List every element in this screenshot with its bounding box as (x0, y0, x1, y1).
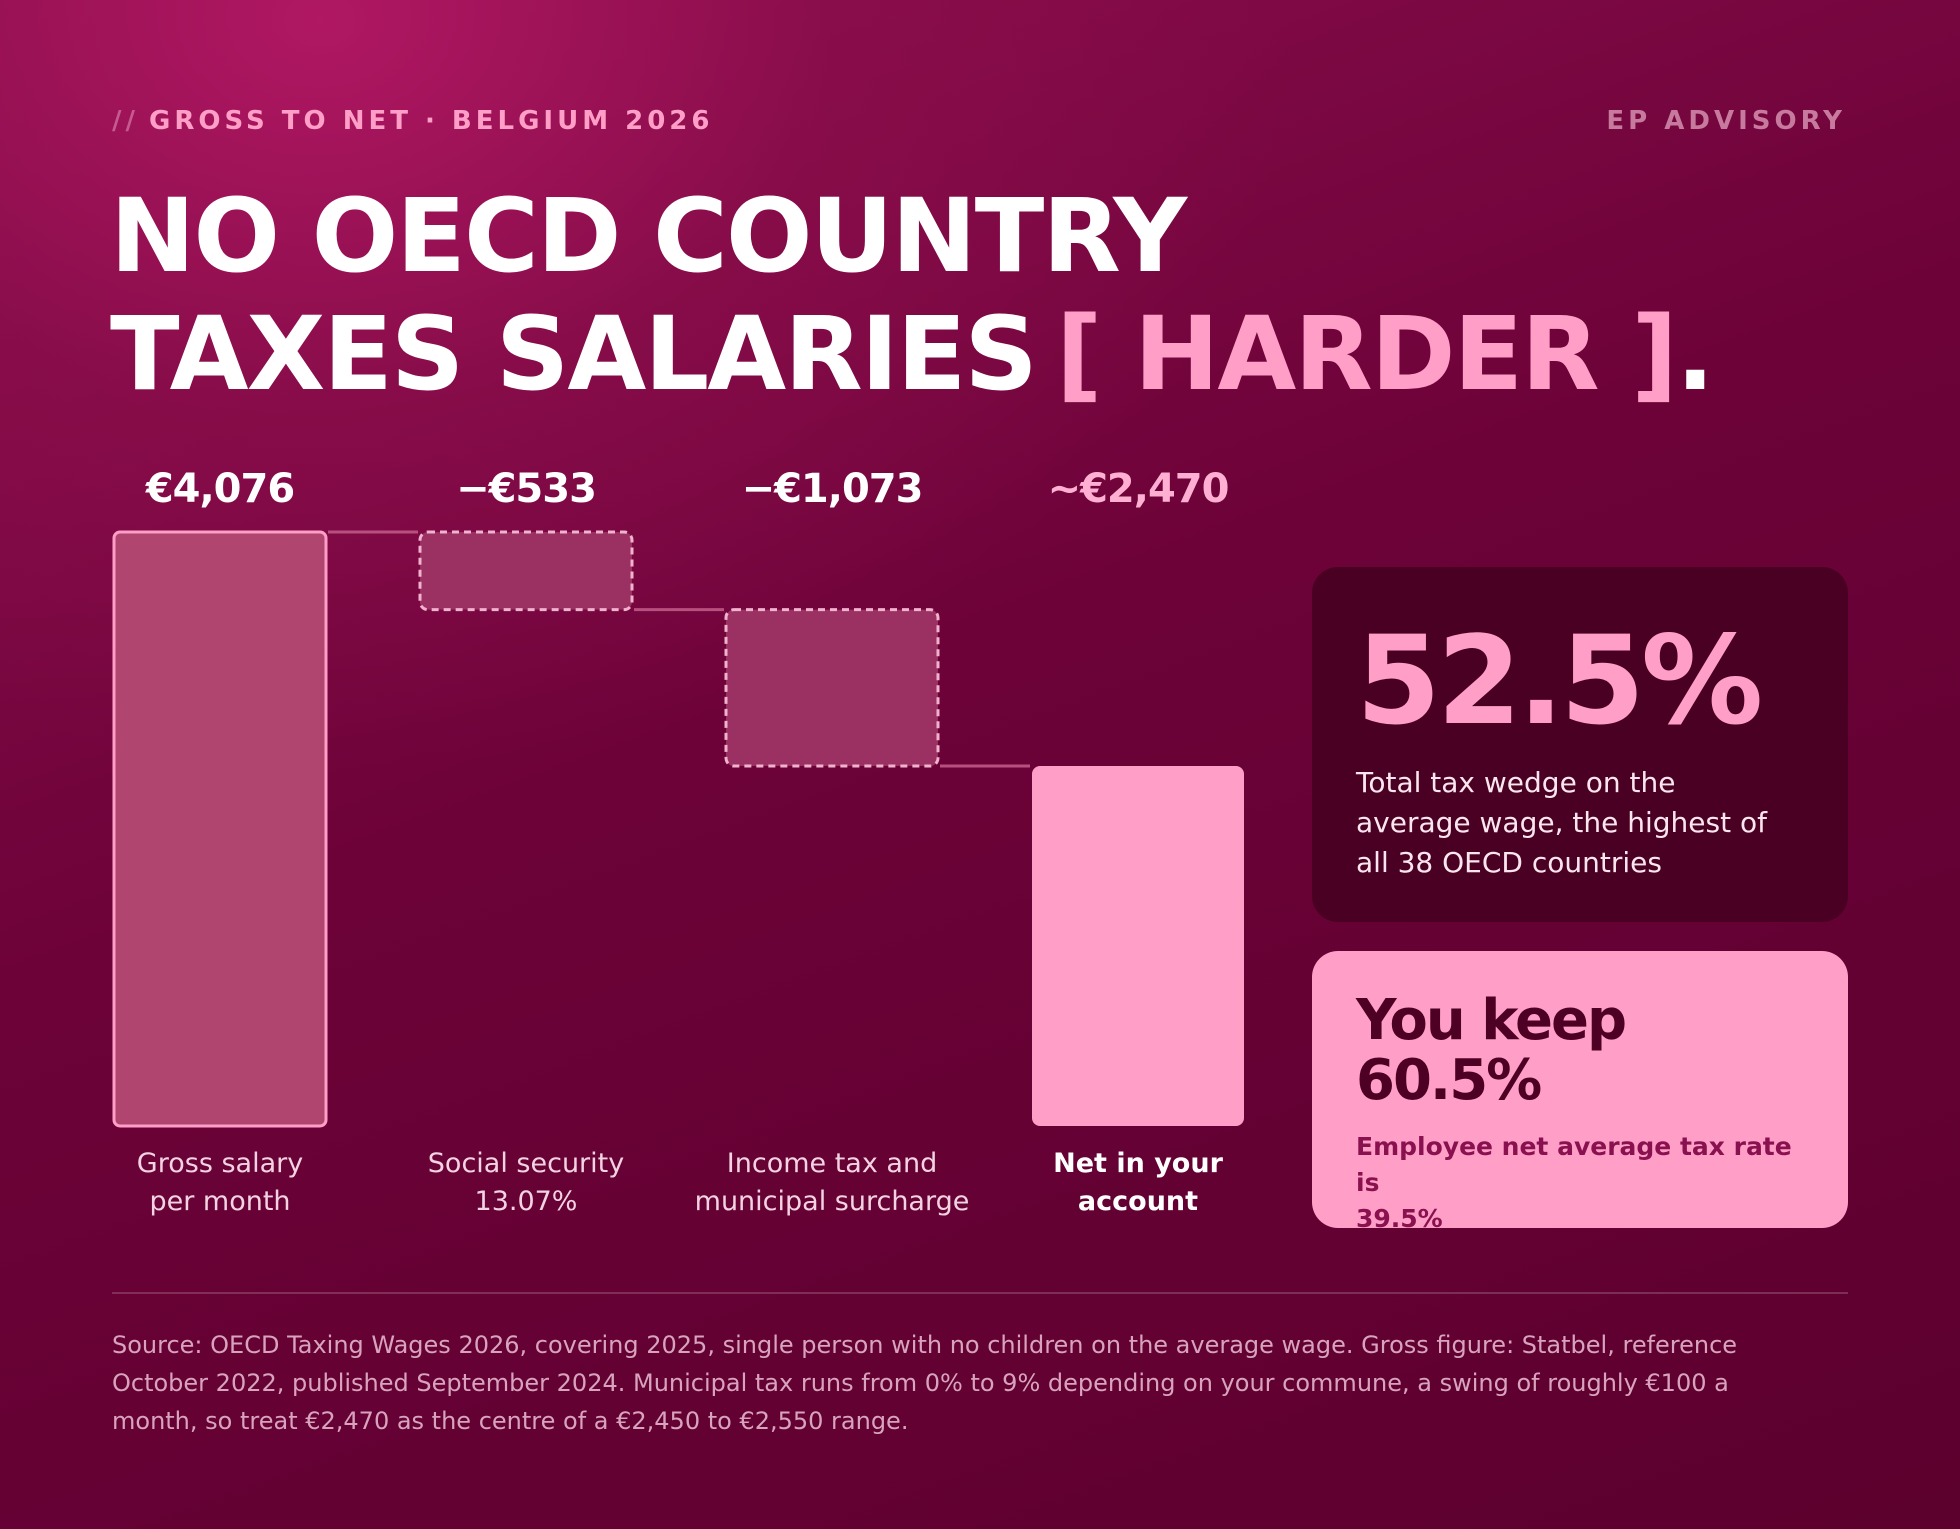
tax-wedge-description: Total tax wedge on the average wage, the… (1356, 763, 1804, 883)
category-label: Gross salary per month (60, 1145, 380, 1221)
value-label: −€1,073 (741, 466, 924, 512)
value-label: €4,076 (145, 466, 295, 512)
category-label: Income tax and municipal surcharge (672, 1145, 992, 1221)
source-line: month, so treat €2,470 as the centre of … (112, 1407, 909, 1435)
category-label-line: account (1077, 1186, 1199, 1217)
category-label-line: Social security (427, 1148, 625, 1179)
headline-period: . (1675, 295, 1715, 414)
category-label-line: Income tax and (726, 1148, 938, 1179)
bar-decrease (418, 530, 634, 612)
bar-decrease (724, 608, 940, 768)
source-note: Source: OECD Taxing Wages 2026, covering… (112, 1326, 1852, 1440)
value-label: ~€2,470 (1047, 466, 1230, 512)
tax-wedge-desc-line: average wage, the highest of (1356, 806, 1767, 839)
bar-net (1032, 766, 1244, 1126)
category-label-line: per month (149, 1186, 291, 1217)
eyebrow: // GROSS TO NET · BELGIUM 2026 (112, 106, 714, 136)
source-line: October 2022, published September 2024. … (112, 1369, 1729, 1397)
source-line: Source: OECD Taxing Wages 2026, covering… (112, 1331, 1738, 1359)
you-keep-card: You keep 60.5% Employee net average tax … (1312, 951, 1848, 1233)
you-keep-desc-line: 39.5% (1356, 1204, 1443, 1233)
eyebrow-text: GROSS TO NET · BELGIUM 2026 (149, 106, 714, 136)
headline-accent: [ HARDER ] (1055, 295, 1678, 414)
category-label: Net in your account (978, 1145, 1298, 1221)
tax-wedge-card: 52.5% Total tax wedge on the average wag… (1312, 567, 1848, 922)
you-keep-headline: You keep 60.5% (1356, 991, 1804, 1111)
eyebrow-slashes: // (112, 106, 139, 136)
category-label-line: Net in your (1053, 1148, 1223, 1179)
category-label-line: 13.07% (474, 1186, 578, 1217)
footer-divider (112, 1292, 1848, 1294)
bar-gross-salary (112, 530, 328, 1128)
tax-wedge-desc-line: all 38 OECD countries (1356, 846, 1662, 879)
headline-line-1: NO OECD COUNTRY (110, 177, 1187, 296)
you-keep-desc-line: Employee net average tax rate is (1356, 1132, 1792, 1197)
headline-line-2: TAXES SALARIES (110, 295, 1038, 414)
category-label: Social security 13.07% (366, 1145, 686, 1221)
category-label-line: Gross salary (136, 1148, 304, 1179)
tax-wedge-value: 52.5% (1356, 610, 1763, 752)
you-keep-line: 60.5% (1356, 1048, 1542, 1113)
category-label-line: municipal surcharge (694, 1186, 970, 1217)
brand-name: EP ADVISORY (1606, 106, 1846, 136)
you-keep-description: Employee net average tax rate is 39.5% (1356, 1129, 1804, 1237)
you-keep-line: You keep (1356, 988, 1627, 1053)
value-label: −€533 (456, 466, 597, 512)
tax-wedge-desc-line: Total tax wedge on the (1356, 766, 1676, 799)
headline: NO OECD COUNTRY TAXES SALARIES[ HARDER ]… (110, 177, 1715, 414)
